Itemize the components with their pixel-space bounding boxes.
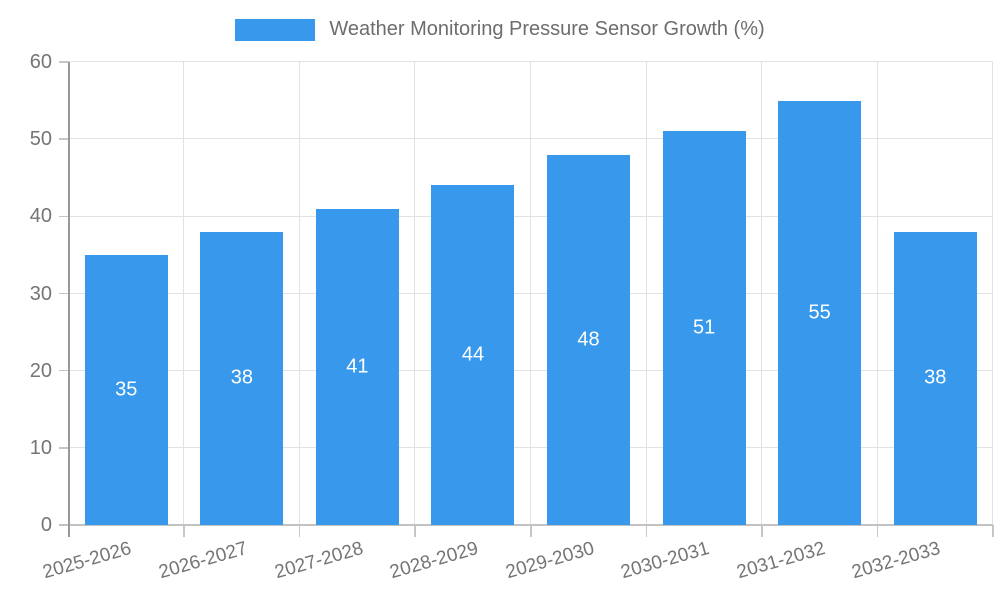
gridline-vertical [992,62,994,525]
x-axis-tick [183,525,185,537]
x-axis-tick [876,525,879,537]
x-axis-tick-label: 2028-2029 [387,538,481,584]
bar-2025-2026: 35 [84,254,168,525]
x-axis-tick-label: 2032-2033 [849,538,944,584]
bar-2029-2030: 48 [547,154,631,525]
y-axis-tick-label: 30 [29,282,52,305]
bar-2026-2027: 38 [200,231,284,525]
y-axis-tick-label: 10 [29,436,52,459]
gridline-vertical [298,62,300,525]
bar-2031-2032: 55 [778,100,862,525]
x-axis-tick [298,525,301,537]
x-axis-tick-label: 2031-2032 [734,538,828,584]
x-axis-tick [529,525,532,537]
gridline-vertical [876,62,878,525]
y-axis-tick [58,292,69,295]
bar-value-label: 35 [115,378,138,401]
y-axis-tick-label: 50 [29,128,52,151]
gridline-horizontal [68,61,993,63]
y-axis-tick [58,447,69,449]
x-axis-tick-label: 2029-2030 [503,538,597,584]
x-axis-tick-label: 2026-2027 [156,538,250,584]
y-axis-tick [58,215,69,218]
gridline-vertical [529,62,531,525]
y-axis-tick-label: 40 [29,205,52,228]
bar-2028-2029: 44 [431,185,515,525]
y-axis-tick-label: 60 [29,51,52,73]
x-axis-tick [645,525,648,537]
y-axis-tick [58,61,69,63]
x-axis-tick [414,525,416,537]
gridline-vertical [645,62,647,525]
y-axis-tick [58,369,69,372]
x-axis-tick-label: 2030-2031 [618,538,712,584]
legend-color-swatch [235,18,316,41]
chart-legend: Weather Monitoring Pressure Sensor Growt… [0,18,1000,41]
x-axis-tick-label: 2025-2026 [40,538,135,584]
bar-value-label: 38 [230,366,253,389]
x-axis-line [58,524,993,526]
y-axis-tick-label: 20 [29,359,52,382]
bar-value-label: 38 [924,366,947,389]
gridline-vertical [414,62,416,525]
bar-value-label: 41 [346,355,369,378]
bar-value-label: 51 [692,316,716,339]
bar-value-label: 55 [808,301,831,324]
y-axis-tick [58,138,69,140]
x-axis-tick [992,525,994,537]
x-axis-tick [761,525,763,537]
gridline-vertical [761,62,763,525]
bar-2030-2031: 51 [662,131,746,525]
y-axis-tick-label: 0 [40,514,52,536]
bar-2032-2033: 38 [893,231,977,525]
legend-item[interactable]: Weather Monitoring Pressure Sensor Growt… [235,18,765,41]
legend-label: Weather Monitoring Pressure Sensor Growt… [329,18,765,40]
y-axis-line [67,62,70,537]
gridline-vertical [183,62,185,525]
bar-2027-2028: 41 [315,208,399,525]
bar-value-label: 44 [461,343,485,366]
x-axis-tick-label: 2027-2028 [272,538,366,584]
bar-value-label: 48 [577,328,600,351]
